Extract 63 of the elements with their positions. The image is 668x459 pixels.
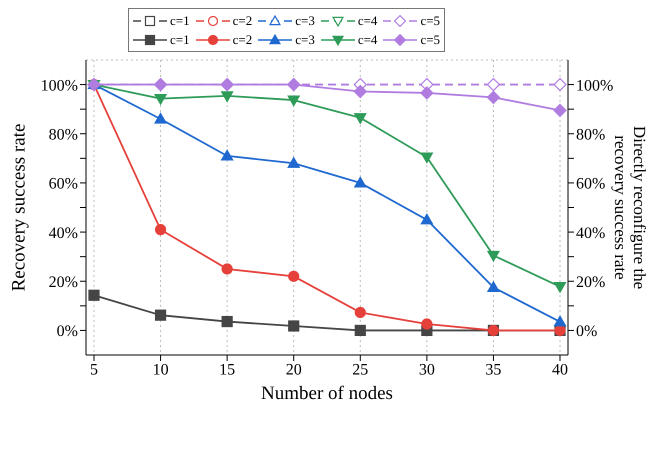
point — [553, 78, 567, 92]
legend-label: c=4 — [358, 12, 378, 28]
y-tick-label: 100% — [40, 77, 78, 94]
point — [487, 281, 500, 292]
x-axis-title: Number of nodes — [261, 383, 393, 404]
x-tick-label: 10 — [152, 361, 169, 378]
legend-label: c=3 — [295, 32, 315, 48]
point — [88, 290, 100, 301]
point — [554, 282, 566, 293]
y2-tick-label: 100% — [576, 77, 614, 94]
point — [154, 224, 166, 236]
point — [221, 91, 234, 102]
point — [222, 263, 233, 275]
point — [288, 95, 300, 106]
y2-tick-label: 60% — [576, 176, 606, 193]
point — [221, 150, 234, 160]
point — [420, 86, 434, 100]
point — [288, 270, 300, 282]
y-axis-title: Recovery success rate — [8, 124, 30, 292]
y2-tick-label: 20% — [576, 274, 606, 291]
point — [222, 316, 233, 328]
point — [288, 320, 300, 332]
y-tick-label: 20% — [48, 274, 78, 291]
legend-label: c=1 — [170, 12, 190, 28]
legend-label: c=3 — [295, 12, 315, 28]
point — [553, 104, 567, 117]
legend-label: c=5 — [420, 12, 440, 28]
point — [288, 157, 300, 168]
legend-label: c=5 — [420, 32, 440, 48]
point — [154, 112, 167, 124]
point — [420, 214, 433, 224]
legend-label: c=2 — [232, 32, 252, 48]
y-tick-label: 40% — [48, 224, 78, 242]
x-tick-label: 30 — [418, 361, 435, 378]
x-tick-label: 25 — [352, 361, 368, 378]
point — [554, 316, 566, 326]
y-tick-label: 80% — [48, 126, 78, 144]
legend-label: c=2 — [232, 12, 252, 28]
y-tick-label: 0% — [56, 323, 78, 340]
legend-label: c=1 — [170, 32, 190, 48]
point — [421, 318, 432, 330]
point — [486, 90, 500, 104]
y2-tick-label: 0% — [576, 323, 598, 340]
point — [486, 78, 500, 92]
point — [354, 113, 366, 124]
y2-tick-label: 80% — [576, 126, 606, 144]
y-tick-label: 60% — [48, 176, 78, 193]
x-tick-label: 40 — [552, 361, 568, 378]
point — [354, 176, 366, 188]
x-tick-label: 35 — [485, 361, 502, 378]
point — [154, 94, 167, 105]
x-tick-label: 5 — [90, 361, 98, 378]
x-tick-label: 20 — [286, 361, 302, 378]
point — [420, 152, 433, 164]
x-tick-label: 15 — [219, 361, 236, 378]
y2-axis-title: Directly reconfigure the recovery success rate — [611, 126, 649, 290]
point — [354, 306, 366, 318]
point — [354, 84, 367, 98]
point — [487, 250, 500, 262]
y2-tick-label: 40% — [576, 224, 606, 242]
legend-label: c=4 — [358, 32, 378, 48]
point — [154, 310, 166, 321]
point — [354, 324, 366, 336]
